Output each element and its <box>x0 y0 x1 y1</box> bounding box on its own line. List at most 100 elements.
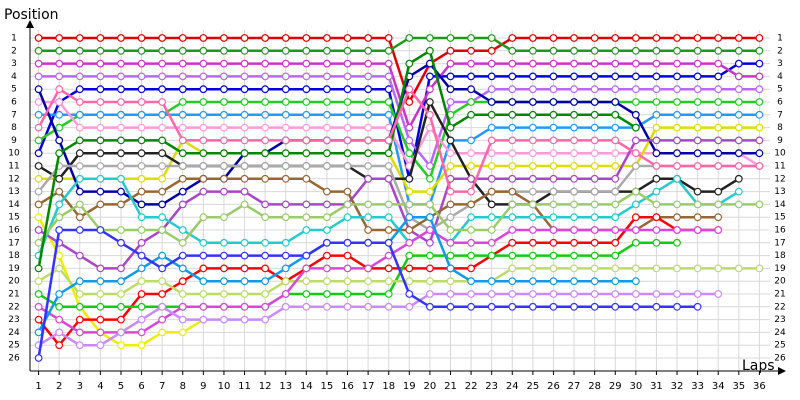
position-marker <box>75 162 84 170</box>
position-marker <box>117 110 125 119</box>
position-marker <box>158 98 167 106</box>
position-marker <box>446 213 455 222</box>
position-marker <box>590 34 599 42</box>
position-marker <box>55 72 64 81</box>
position-marker <box>611 46 620 55</box>
position-marker <box>199 110 208 119</box>
position-marker <box>528 302 537 311</box>
position-marker <box>323 290 331 298</box>
position-marker <box>117 123 125 132</box>
position-marker <box>693 34 702 42</box>
position-marker <box>96 85 105 94</box>
position-marker <box>508 277 517 286</box>
y-tick-label: 5 <box>11 85 17 95</box>
position-marker <box>673 85 681 94</box>
position-marker <box>220 187 228 196</box>
position-marker <box>199 290 208 298</box>
position-marker <box>240 34 249 42</box>
position-marker <box>220 123 228 132</box>
position-marker <box>55 302 64 311</box>
x-tick-label: 24 <box>506 381 519 392</box>
position-marker <box>343 85 352 94</box>
position-marker <box>405 200 414 209</box>
position-marker <box>384 200 393 209</box>
position-marker <box>240 264 249 273</box>
position-marker <box>178 174 187 183</box>
position-marker <box>611 34 620 42</box>
position-marker <box>446 290 455 298</box>
y-tick-label-right: 7 <box>777 110 783 120</box>
position-marker <box>220 162 228 170</box>
position-marker <box>55 59 64 68</box>
position-marker <box>652 59 661 68</box>
position-marker <box>384 149 393 158</box>
position-marker <box>734 149 743 158</box>
position-marker <box>570 110 578 119</box>
position-marker <box>281 149 290 158</box>
y-tick-label-right: 26 <box>774 354 786 364</box>
position-marker <box>178 328 187 337</box>
position-marker <box>117 238 125 247</box>
position-marker <box>487 187 496 196</box>
position-marker <box>528 98 537 106</box>
position-marker <box>508 226 517 234</box>
position-marker <box>528 264 537 273</box>
position-marker <box>734 174 743 183</box>
position-marker <box>220 34 228 42</box>
position-marker <box>117 72 125 81</box>
position-marker <box>96 341 105 350</box>
x-tick-label: 25 <box>526 381 539 392</box>
y-tick-label-right: 20 <box>774 277 786 287</box>
position-marker <box>528 123 537 132</box>
position-marker <box>158 59 167 68</box>
y-tick-label: 2 <box>11 46 17 56</box>
position-marker <box>199 264 208 273</box>
position-marker <box>570 46 578 55</box>
x-tick-label: 10 <box>218 381 231 392</box>
position-marker <box>158 46 167 55</box>
position-marker <box>343 72 352 81</box>
position-marker <box>96 174 105 183</box>
position-marker <box>487 162 496 170</box>
position-marker <box>34 328 43 337</box>
position-marker <box>384 59 393 68</box>
position-marker <box>117 302 125 311</box>
position-marker <box>755 162 764 170</box>
position-marker <box>199 187 208 196</box>
position-marker <box>281 162 290 170</box>
position-marker <box>693 264 702 273</box>
series-line <box>38 36 760 53</box>
position-marker <box>55 136 64 145</box>
position-marker <box>405 226 414 234</box>
position-marker <box>590 59 599 68</box>
position-marker <box>590 72 599 81</box>
position-marker <box>261 302 270 311</box>
position-marker <box>755 59 764 68</box>
y-tick-label: 4 <box>11 72 17 82</box>
position-marker <box>75 149 84 158</box>
position-marker <box>75 213 84 222</box>
position-marker <box>261 149 270 158</box>
position-marker <box>75 290 84 298</box>
position-marker <box>611 72 620 81</box>
series-line <box>37 49 637 269</box>
position-marker <box>302 85 311 94</box>
position-marker <box>384 174 393 183</box>
y-tick-label-right: 25 <box>774 341 785 351</box>
position-marker <box>261 72 270 81</box>
position-marker <box>240 187 249 196</box>
position-marker <box>673 162 681 170</box>
position-marker <box>96 290 105 298</box>
position-marker <box>714 85 723 94</box>
y-tick-label-right: 6 <box>777 98 783 108</box>
position-marker <box>549 110 558 119</box>
position-marker <box>158 72 167 81</box>
position-marker <box>117 226 125 234</box>
position-marker <box>652 226 661 234</box>
position-marker <box>75 341 84 350</box>
position-marker <box>652 290 661 298</box>
position-marker <box>693 110 702 119</box>
y-tick-label-right: 13 <box>774 187 785 197</box>
position-marker <box>693 59 702 68</box>
